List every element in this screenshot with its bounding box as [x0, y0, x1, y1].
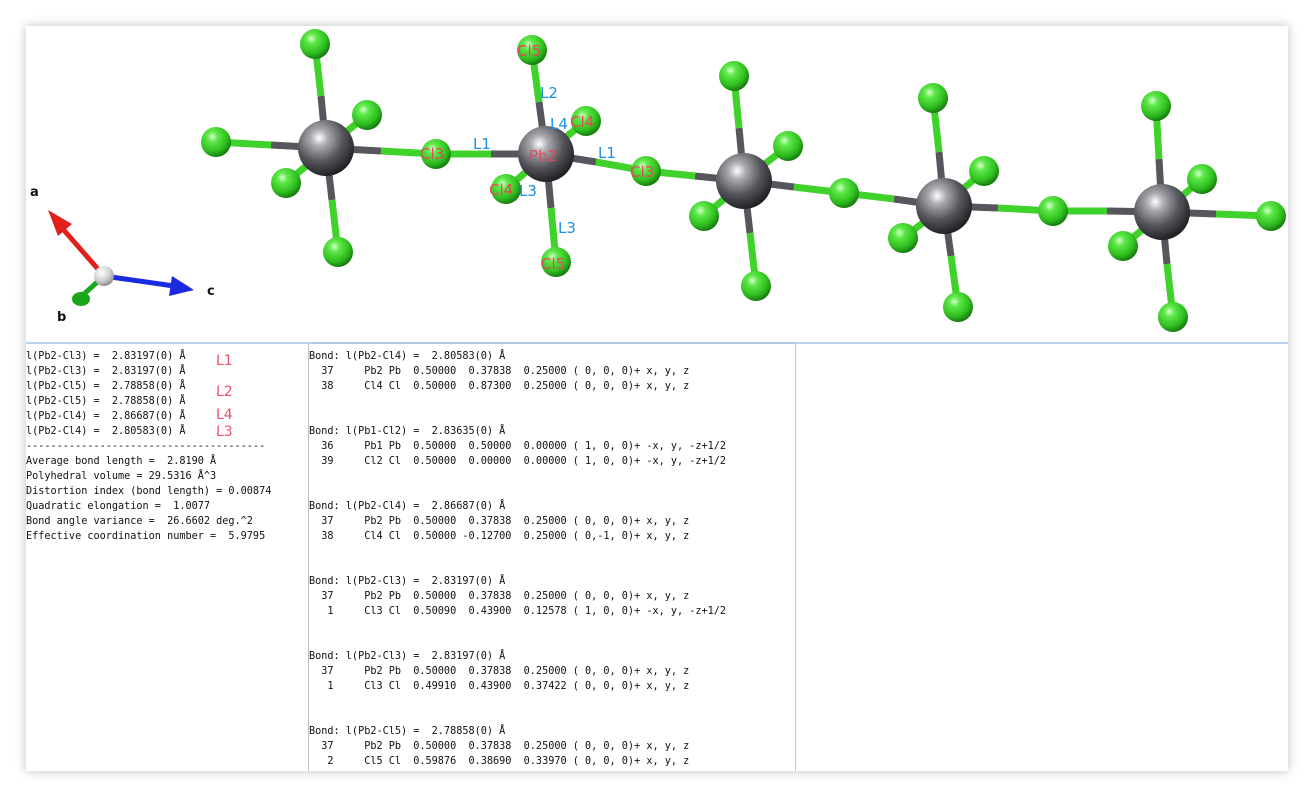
bond-label-l3-far: L3: [558, 219, 576, 237]
bond-detail-atom-row: 39 Cl2 Cl 0.50000 0.00000 0.00000 ( 1, 0…: [309, 456, 727, 467]
bond-detail-header: Bond: l(Pb1-Cl2) = 2.83635(0) Å: [309, 426, 506, 437]
axis-b-arrow: [72, 292, 90, 306]
bond-detail-atom-row: 1 Cl3 Cl 0.50090 0.43900 0.12578 ( 1, 0,…: [309, 606, 727, 617]
bond-tag-l2: L2: [216, 384, 233, 400]
structure-viewer[interactable]: Cl5 Cl4 Pb2 Cl3 Cl3 Cl4 Cl5 L2 L4 L1 L1 …: [26, 26, 1288, 342]
axis-label-a: a: [30, 185, 39, 200]
bond-length-row: l(Pb2-Cl5) = 2.78858(0) Å: [26, 396, 186, 407]
pb-atoms: [298, 120, 1190, 240]
bond-detail-header: Bond: l(Pb2-Cl5) = 2.78858(0) Å: [309, 726, 506, 737]
bond-label-l1-right: L1: [598, 144, 616, 162]
bond-detail-header: Bond: l(Pb2-Cl4) = 2.86687(0) Å: [309, 501, 506, 512]
bond-detail-atom-row: 38 Cl4 Cl 0.50000 0.87300 0.25000 ( 0, 0…: [309, 381, 690, 392]
polyhedron-stat-row: Polyhedral volume = 29.5316 Å^3: [26, 471, 217, 482]
polyhedron-stat-row: Quadratic elongation = 1.0077: [26, 501, 211, 512]
separator-line: ---------------------------------------: [26, 441, 266, 452]
axis-origin: [94, 266, 114, 286]
polyhedron-stat-row: Distortion index (bond length) = 0.00874: [26, 486, 272, 497]
bond-detail-atom-row: 37 Pb2 Pb 0.50000 0.37838 0.25000 ( 0, 0…: [309, 366, 690, 377]
bond-label-l2: L2: [540, 84, 558, 102]
bond-label-l3-near: L3: [519, 182, 537, 200]
atom-label-cl3-right: Cl3: [630, 163, 654, 181]
axis-a-arrow: [48, 210, 72, 236]
bond-length-row: l(Pb2-Cl3) = 2.83197(0) Å: [26, 351, 186, 362]
bond-detail-atom-row: 36 Pb1 Pb 0.50000 0.50000 0.00000 ( 1, 0…: [309, 441, 727, 452]
axis-label-b: b: [57, 310, 66, 325]
axis-c-arrow: [169, 276, 194, 296]
bond-detail-atom-row: 37 Pb2 Pb 0.50000 0.37838 0.25000 ( 0, 0…: [309, 516, 690, 527]
bond-detail-atom-row: 2 Cl5 Cl 0.59876 0.38690 0.33970 ( 0, 0,…: [309, 756, 690, 767]
bond-length-row: l(Pb2-Cl4) = 2.80583(0) Å: [26, 426, 186, 437]
atom-label-cl3-left: Cl3: [420, 145, 444, 163]
vesta-window: Cl5 Cl4 Pb2 Cl3 Cl3 Cl4 Cl5 L2 L4 L1 L1 …: [26, 26, 1288, 771]
atom-label-cl4-right: Cl4: [570, 113, 594, 131]
polyhedron-stat-row: Effective coordination number = 5.9795: [26, 531, 266, 542]
polyhedron-info-panel[interactable]: l(Pb2-Cl3) = 2.83197(0) Å L1 l(Pb2-Cl3) = …: [26, 344, 309, 771]
polyhedron-stat-row: Average bond length = 2.8190 Å: [26, 456, 217, 467]
viewer-divider[interactable]: [26, 342, 1288, 344]
cl-atoms: [201, 29, 1286, 332]
bond-label-l1-left: L1: [473, 135, 491, 153]
atom-label-cl5-bottom: Cl5: [541, 255, 565, 273]
bond-length-row: l(Pb2-Cl4) = 2.86687(0) Å: [26, 411, 186, 422]
bond-detail-header: Bond: l(Pb2-Cl4) = 2.80583(0) Å: [309, 351, 506, 362]
bond-length-row: l(Pb2-Cl3) = 2.83197(0) Å: [26, 366, 186, 377]
bond-detail-atom-row: 37 Pb2 Pb 0.50000 0.37838 0.25000 ( 0, 0…: [309, 741, 690, 752]
structure-canvas[interactable]: Cl5 Cl4 Pb2 Cl3 Cl3 Cl4 Cl5 L2 L4 L1 L1 …: [26, 26, 1288, 342]
atom-label-pb2: Pb2: [529, 147, 557, 165]
axis-indicator: a b c: [30, 185, 215, 325]
polyhedron-stat-row: Bond angle variance = 26.6602 deg.^2: [26, 516, 253, 527]
bond-detail-header: Bond: l(Pb2-Cl3) = 2.83197(0) Å: [309, 576, 506, 587]
bond-detail-panel[interactable]: Bond: l(Pb2-Cl4) = 2.80583(0) Å 37 Pb2 P…: [309, 344, 796, 771]
bond-detail-atom-row: 1 Cl3 Cl 0.49910 0.43900 0.37422 ( 0, 0,…: [309, 681, 690, 692]
atom-label-cl5-top: Cl5: [517, 42, 541, 60]
atom-label-cl4-left: Cl4: [489, 181, 513, 199]
bond-length-row: l(Pb2-Cl5) = 2.78858(0) Å: [26, 381, 186, 392]
bond-tag-l4: L4: [216, 407, 233, 423]
empty-output-panel[interactable]: [796, 344, 1288, 771]
bond-detail-atom-row: 37 Pb2 Pb 0.50000 0.37838 0.25000 ( 0, 0…: [309, 591, 690, 602]
bond-tag-l1: L1: [216, 353, 233, 369]
bond-tag-l3: L3: [216, 424, 233, 440]
axis-label-c: c: [207, 284, 215, 299]
bond-detail-atom-row: 38 Cl4 Cl 0.50000 -0.12700 0.25000 ( 0,-…: [309, 531, 690, 542]
bond-label-l4: L4: [550, 115, 568, 133]
bond-detail-header: Bond: l(Pb2-Cl3) = 2.83197(0) Å: [309, 651, 506, 662]
bond-detail-atom-row: 37 Pb2 Pb 0.50000 0.37838 0.25000 ( 0, 0…: [309, 666, 690, 677]
